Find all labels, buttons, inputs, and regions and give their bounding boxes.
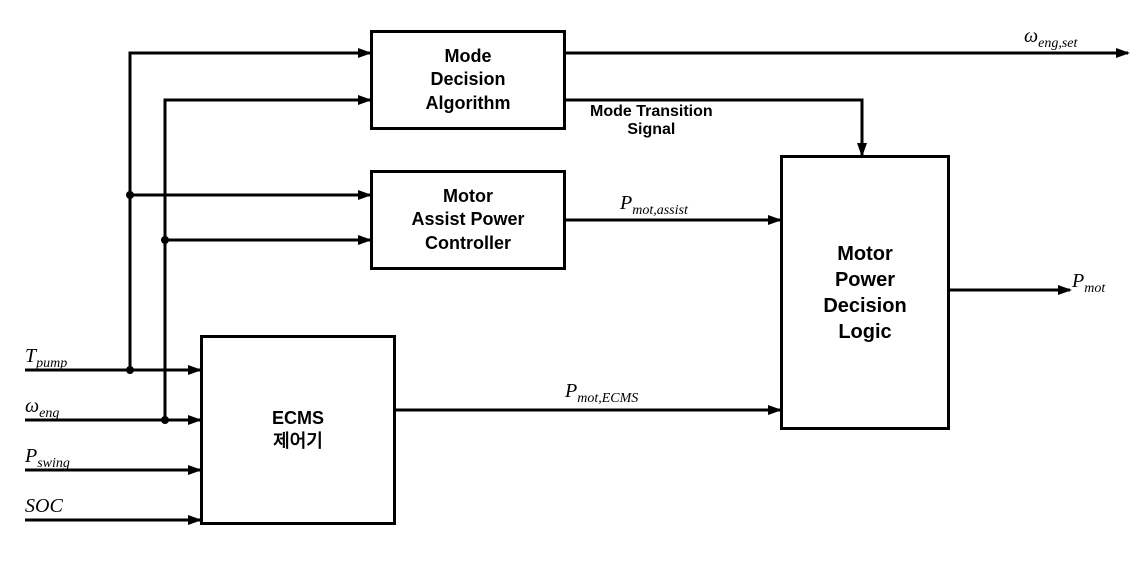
ecms-box: ECMS제어기 (200, 335, 396, 525)
motor-assist-label: MotorAssist PowerController (411, 185, 524, 255)
junction-dot (161, 236, 169, 244)
omega-eng-label: ωeng (25, 395, 59, 422)
mode-transition-label: Mode TransitionSignal (590, 103, 713, 139)
ecms-label: ECMS제어기 (272, 407, 324, 454)
junction-dot (161, 416, 169, 424)
soc-label: SOC (25, 495, 63, 518)
wires-svg (0, 0, 1141, 573)
edge-tpump-branch-up1 (130, 53, 370, 370)
pmot-ecms-label: Pmot,ECMS (565, 380, 638, 407)
junction-dot (126, 191, 134, 199)
tpump-label: Tpump (25, 345, 67, 372)
pmot-assist-label: Pmot,assist (620, 192, 688, 219)
motor-power-label: MotorPowerDecisionLogic (823, 241, 906, 345)
motor-assist-box: MotorAssist PowerController (370, 170, 566, 270)
omega-eng-set-label: ωeng,set (1024, 25, 1077, 52)
pswing-label: Pswing (25, 445, 70, 472)
pmot-label: Pmot (1072, 270, 1105, 297)
junction-dot (126, 366, 134, 374)
block-diagram: ModeDecisionAlgorithm MotorAssist PowerC… (0, 0, 1141, 573)
mode-decision-box: ModeDecisionAlgorithm (370, 30, 566, 130)
motor-power-box: MotorPowerDecisionLogic (780, 155, 950, 430)
mode-decision-label: ModeDecisionAlgorithm (426, 45, 511, 115)
